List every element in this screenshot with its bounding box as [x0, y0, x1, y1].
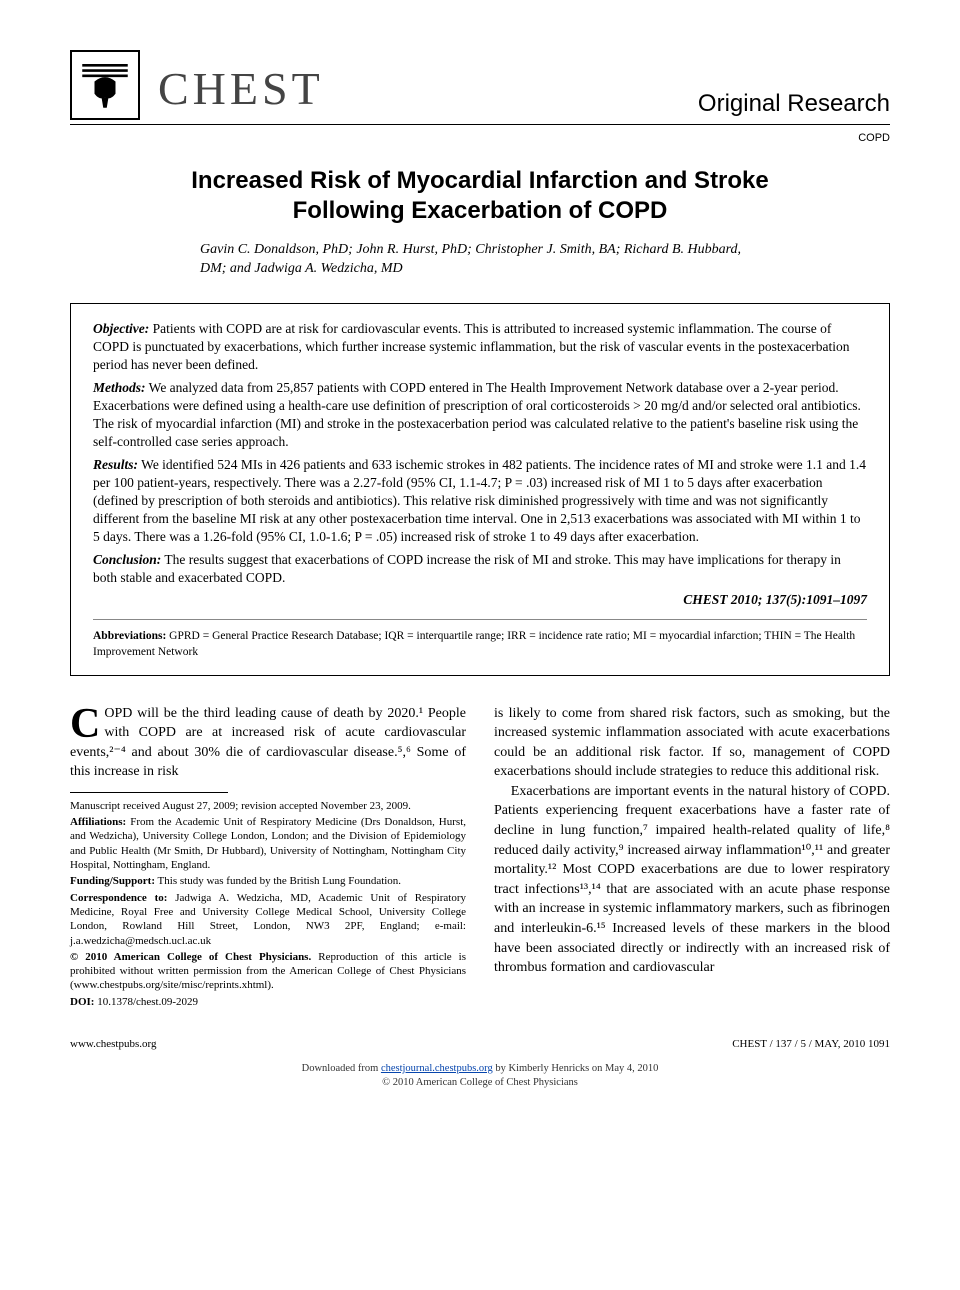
abstract-box: Objective: Patients with COPD are at ris…	[70, 303, 890, 675]
fn-copyright: © 2010 American College of Chest Physici…	[70, 950, 466, 993]
body-p3: Exacerbations are important events in th…	[494, 782, 890, 978]
abstract-conclusion-label: Conclusion:	[93, 552, 161, 567]
abstract-results-text: We identified 524 MIs in 426 patients an…	[93, 457, 866, 545]
download-footer: Downloaded from chestjournal.chestpubs.o…	[70, 1062, 890, 1089]
abstract-objective: Objective: Patients with COPD are at ris…	[93, 320, 867, 375]
abstract-conclusion: Conclusion: The results suggest that exa…	[93, 551, 867, 587]
left-column: COPD will be the third leading cause of …	[70, 704, 466, 1012]
dropcap: C	[70, 704, 104, 741]
fn-doi-label: DOI:	[70, 996, 94, 1008]
abbreviations-label: Abbreviations:	[93, 630, 166, 642]
abstract-methods: Methods: We analyzed data from 25,857 pa…	[93, 379, 867, 452]
abstract-methods-text: We analyzed data from 25,857 patients wi…	[93, 380, 861, 450]
abstract-methods-label: Methods:	[93, 380, 146, 395]
body-p1: COPD will be the third leading cause of …	[70, 704, 466, 782]
page-footer: www.chestpubs.org CHEST / 137 / 5 / MAY,…	[70, 1037, 890, 1052]
chest-torch-icon	[77, 57, 133, 113]
header-rule	[70, 124, 890, 125]
fn-doi: DOI: 10.1378/chest.09-2029	[70, 995, 466, 1009]
dl-link[interactable]: chestjournal.chestpubs.org	[381, 1063, 493, 1074]
journal-name: CHEST	[158, 58, 698, 120]
abstract-results-label: Results:	[93, 457, 138, 472]
abstract-objective-text: Patients with COPD are at risk for cardi…	[93, 321, 850, 372]
section-label: Original Research	[698, 88, 890, 120]
abbreviations-text: GPRD = General Practice Research Databas…	[93, 630, 855, 658]
fn-funding-text: This study was funded by the British Lun…	[158, 875, 402, 887]
abbreviations: Abbreviations: GPRD = General Practice R…	[93, 619, 867, 660]
section-sublabel: COPD	[70, 131, 890, 146]
body-p1-text: OPD will be the third leading cause of d…	[70, 706, 466, 780]
fn-affiliations-text: From the Academic Unit of Respiratory Me…	[70, 816, 466, 871]
fn-correspondence: Correspondence to: Jadwiga A. Wedzicha, …	[70, 891, 466, 948]
chest-logo	[70, 50, 140, 120]
dl-line1-pre: Downloaded from	[302, 1063, 381, 1074]
author-list: Gavin C. Donaldson, PhD; John R. Hurst, …	[200, 240, 760, 279]
fn-correspondence-label: Correspondence to:	[70, 892, 167, 904]
fn-copyright-label: © 2010 American College of Chest Physici…	[70, 951, 311, 963]
fn-funding: Funding/Support: This study was funded b…	[70, 874, 466, 888]
footer-left: www.chestpubs.org	[70, 1037, 156, 1052]
masthead: CHEST Original Research	[70, 50, 890, 120]
dl-line1: Downloaded from chestjournal.chestpubs.o…	[70, 1062, 890, 1076]
abstract-conclusion-text: The results suggest that exacerbations o…	[93, 552, 841, 585]
fn-funding-label: Funding/Support:	[70, 875, 155, 887]
page: CHEST Original Research COPD Increased R…	[0, 0, 960, 1119]
abstract-citation: CHEST 2010; 137(5):1091–1097	[93, 591, 867, 609]
fn-affiliations-label: Affiliations:	[70, 816, 126, 828]
footnote-rule	[70, 792, 228, 793]
article-title: Increased Risk of Myocardial Infarction …	[150, 166, 810, 226]
dl-line2: © 2010 American College of Chest Physici…	[70, 1076, 890, 1090]
fn-manuscript: Manuscript received August 27, 2009; rev…	[70, 799, 466, 813]
footer-right: CHEST / 137 / 5 / MAY, 2010 1091	[732, 1037, 890, 1052]
fn-affiliations: Affiliations: From the Academic Unit of …	[70, 815, 466, 872]
fn-doi-text: 10.1378/chest.09-2029	[97, 996, 198, 1008]
right-column: is likely to come from shared risk facto…	[494, 704, 890, 1012]
body-columns: COPD will be the third leading cause of …	[70, 704, 890, 1012]
footnotes: Manuscript received August 27, 2009; rev…	[70, 799, 466, 1009]
abstract-results: Results: We identified 524 MIs in 426 pa…	[93, 456, 867, 547]
body-p2: is likely to come from shared risk facto…	[494, 704, 890, 782]
dl-line1-post: by Kimberly Henricks on May 4, 2010	[493, 1063, 659, 1074]
abstract-objective-label: Objective:	[93, 321, 149, 336]
